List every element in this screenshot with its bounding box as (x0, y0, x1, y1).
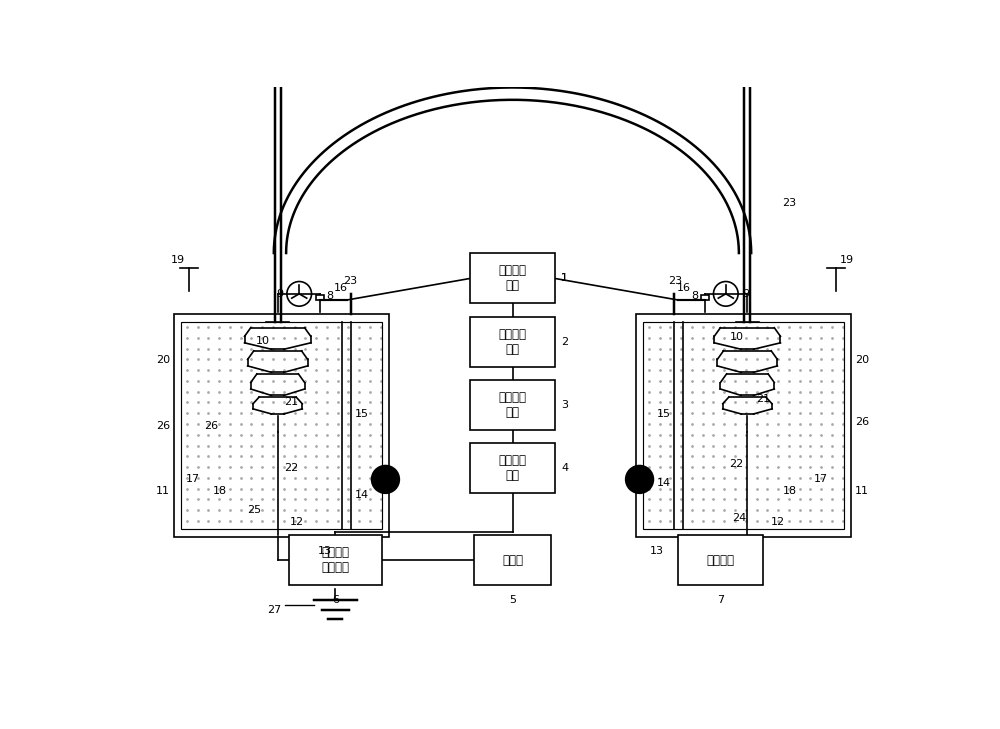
Text: 26: 26 (205, 421, 219, 431)
Text: 14: 14 (656, 478, 671, 488)
Text: 23: 23 (343, 276, 357, 286)
Text: 1: 1 (561, 273, 568, 284)
Bar (678, 535, 763, 585)
Text: 26: 26 (156, 421, 170, 431)
Text: 23: 23 (782, 198, 796, 208)
Text: 杂质过滤
装置: 杂质过滤 装置 (498, 391, 526, 418)
Bar (643, 321, 844, 529)
Text: 5: 5 (509, 595, 516, 604)
Text: 18: 18 (783, 486, 797, 496)
Text: 12: 12 (771, 517, 785, 527)
Text: 16: 16 (334, 284, 348, 294)
Text: 16: 16 (677, 284, 691, 294)
Text: 15: 15 (656, 409, 670, 419)
Text: 19: 19 (840, 255, 854, 265)
Text: 23: 23 (668, 276, 682, 286)
Text: 24: 24 (733, 513, 747, 523)
Text: 22: 22 (284, 463, 298, 473)
Text: 19: 19 (171, 255, 185, 265)
Text: 27: 27 (267, 604, 282, 615)
Bar (470, 316, 555, 367)
Bar (474, 535, 551, 585)
Text: 8: 8 (326, 291, 333, 301)
Circle shape (626, 466, 653, 494)
Text: 1: 1 (561, 273, 568, 284)
Text: 22: 22 (729, 459, 744, 469)
Text: 26: 26 (855, 417, 869, 426)
Text: 20: 20 (156, 355, 170, 365)
Text: 3: 3 (561, 399, 568, 410)
Bar (470, 254, 555, 303)
Text: 9: 9 (742, 289, 749, 299)
Text: 21: 21 (284, 397, 298, 408)
Bar (470, 443, 555, 493)
Text: 局部放电
检测装置: 局部放电 检测装置 (321, 546, 349, 574)
Bar (316, 295, 324, 300)
Text: 18: 18 (213, 486, 227, 496)
Text: 换气降温
装置: 换气降温 装置 (498, 327, 526, 356)
Text: 10: 10 (730, 332, 744, 342)
Text: 20: 20 (855, 355, 869, 365)
Text: 7: 7 (717, 595, 724, 604)
Text: 4: 4 (561, 463, 568, 473)
Circle shape (372, 466, 399, 494)
Text: 17: 17 (813, 475, 828, 484)
Bar (289, 535, 382, 585)
Text: 12: 12 (290, 517, 304, 527)
Bar (181, 321, 382, 529)
Text: 21: 21 (757, 394, 771, 404)
Text: 11: 11 (855, 486, 869, 496)
Bar (470, 380, 555, 429)
Text: 14: 14 (354, 490, 369, 500)
Text: 9: 9 (276, 289, 283, 299)
Text: 2: 2 (561, 337, 568, 346)
Bar (701, 295, 709, 300)
Text: 13: 13 (650, 547, 664, 556)
Text: 25: 25 (247, 505, 262, 515)
Text: 安全预警
装置: 安全预警 装置 (498, 454, 526, 482)
Text: 15: 15 (355, 409, 369, 419)
Bar (643, 321, 844, 529)
Bar (174, 314, 389, 537)
Text: 10: 10 (256, 336, 270, 346)
Text: 6: 6 (332, 595, 339, 604)
Text: 13: 13 (318, 547, 332, 556)
Text: 17: 17 (186, 475, 200, 484)
Bar (181, 321, 382, 529)
Text: 高压电源: 高压电源 (706, 554, 734, 566)
Bar (636, 314, 851, 537)
Text: 8: 8 (692, 291, 699, 301)
Text: 交流供电
电源: 交流供电 电源 (498, 265, 526, 292)
Text: 计算机: 计算机 (502, 554, 523, 566)
Text: 11: 11 (156, 486, 170, 496)
